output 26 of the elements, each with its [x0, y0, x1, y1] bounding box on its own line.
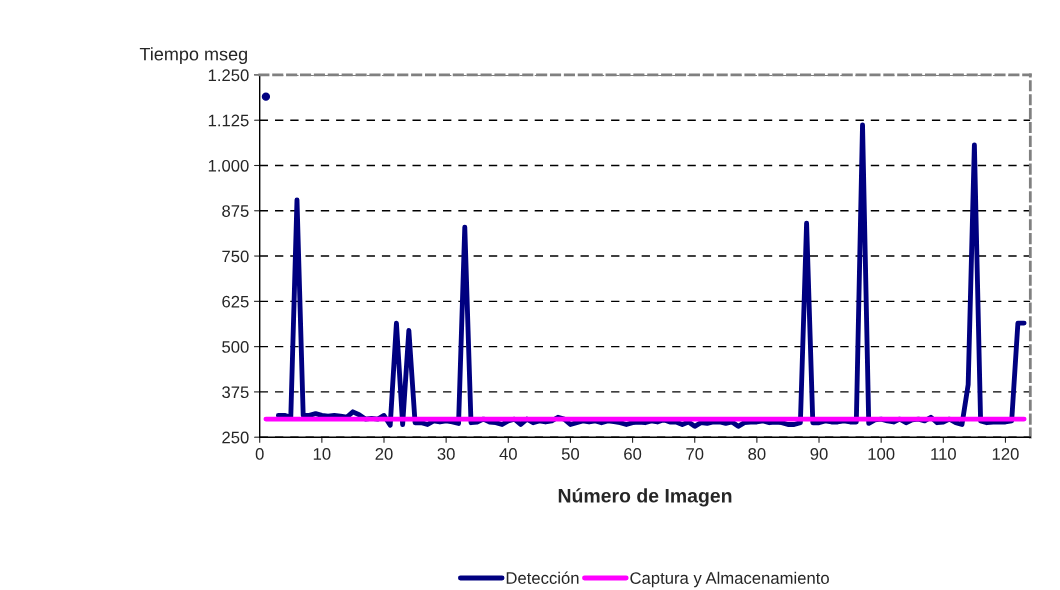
y-tick-label: 1.250 — [208, 69, 249, 82]
x-tick-label: 50 — [561, 448, 580, 460]
x-tick-label: 90 — [810, 448, 828, 460]
x-tick-label: 40 — [499, 448, 517, 460]
y-tick-label: 750 — [222, 250, 249, 263]
y-tick-label: 625 — [222, 295, 249, 308]
x-tick-label: 0 — [255, 448, 264, 460]
x-tick-label: 110 — [931, 448, 956, 460]
x-tick-label: 120 — [992, 448, 1019, 460]
y-tick-label: 500 — [222, 341, 249, 353]
legend-label: Detección — [506, 571, 579, 584]
y-tick-label: 375 — [222, 386, 249, 399]
x-tick-label: 20 — [375, 448, 393, 460]
x-tick-label: 70 — [686, 448, 704, 460]
x-tick-label: 10 — [313, 448, 331, 460]
x-tick-label: 80 — [748, 448, 766, 460]
x-axis-title: Número de Imagen — [558, 488, 732, 507]
x-tick-label: 30 — [437, 448, 455, 460]
y-tick-label: 875 — [222, 205, 249, 217]
y-axis-title: Tiempo mseg — [139, 47, 247, 65]
y-tick-label: 1.000 — [208, 159, 249, 172]
x-tick-label: 100 — [868, 448, 895, 460]
x-tick-label: 60 — [624, 448, 642, 460]
y-tick-label: 250 — [222, 431, 249, 444]
legend-label: Captura y Almacenamiento — [630, 571, 829, 588]
y-tick-label: 1.125 — [208, 114, 249, 127]
